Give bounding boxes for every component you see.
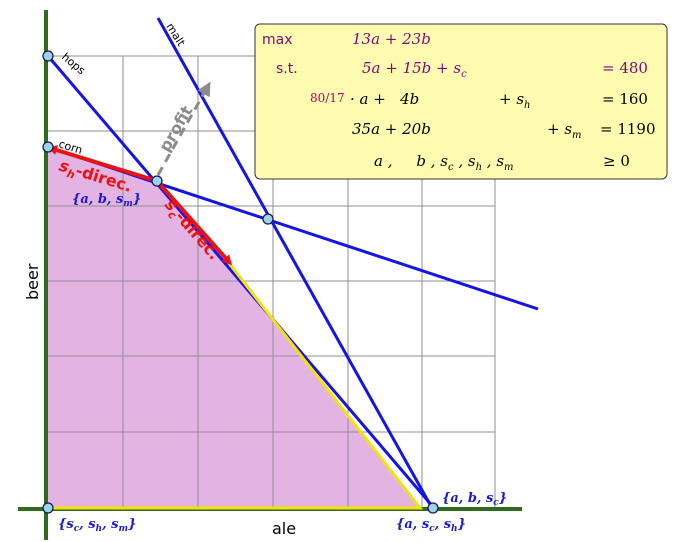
constraint-row-2-coef: 80/17 [310, 91, 345, 105]
y-axis-label: beer [23, 263, 42, 300]
vertex-label-bottom-right-upper: {a, b, sc} [442, 491, 507, 508]
constraint-row-3: 35a + 20b [352, 120, 431, 138]
constraint-row-2-rhs: = 160 [602, 90, 648, 108]
vertex-label-bottom-right-lower: {a, sc, sh} [396, 517, 466, 534]
max-keyword: max [262, 32, 293, 48]
constraint-row-3-rhs: = 1190 [600, 120, 656, 138]
objective: 13a + 23b [352, 30, 431, 48]
vertex-malt-axis [427, 502, 439, 514]
sc-direction-arrow [155, 179, 232, 266]
hops-constraint-line [46, 55, 436, 509]
feasible-region [48, 147, 420, 508]
vertex-corn-intercept [42, 141, 54, 153]
vertex-hops-corn [151, 175, 163, 187]
constraint-row-1-rhs: = 480 [602, 59, 648, 77]
profit-label: profit [155, 102, 197, 155]
malt-constraint-line [156, 17, 434, 509]
x-axis-label: ale [272, 519, 296, 538]
lp-formulation-box: max 13a + 23b s.t. 5a + 15b + sc = 480 8… [254, 23, 668, 180]
vertex-label-origin: {sc, sh, sm} [58, 517, 136, 534]
nonnegativity-row: a , b , sc , sh , sm [374, 152, 514, 173]
vertices [42, 50, 439, 514]
constraint-row-3-slack: + sm [547, 120, 582, 141]
constraint-row-2: · a + 4b [350, 90, 419, 108]
feasible-edge-yellow [48, 261, 424, 510]
vertex-hops-intercept [42, 50, 54, 62]
nonnegativity-rhs: ≥ 0 [603, 152, 630, 170]
vertex-hops-malt [262, 213, 274, 225]
sh-direction-arrow [47, 145, 158, 183]
vertex-origin [42, 502, 54, 514]
profit-arrow [156, 81, 211, 176]
constraint-row-1: 5a + 15b + sc [362, 59, 467, 80]
constraint-row-2-slack: + sh [499, 90, 531, 111]
st-keyword: s.t. [276, 61, 298, 77]
vertex-label-top-left: {a, b, sm} [72, 192, 141, 209]
